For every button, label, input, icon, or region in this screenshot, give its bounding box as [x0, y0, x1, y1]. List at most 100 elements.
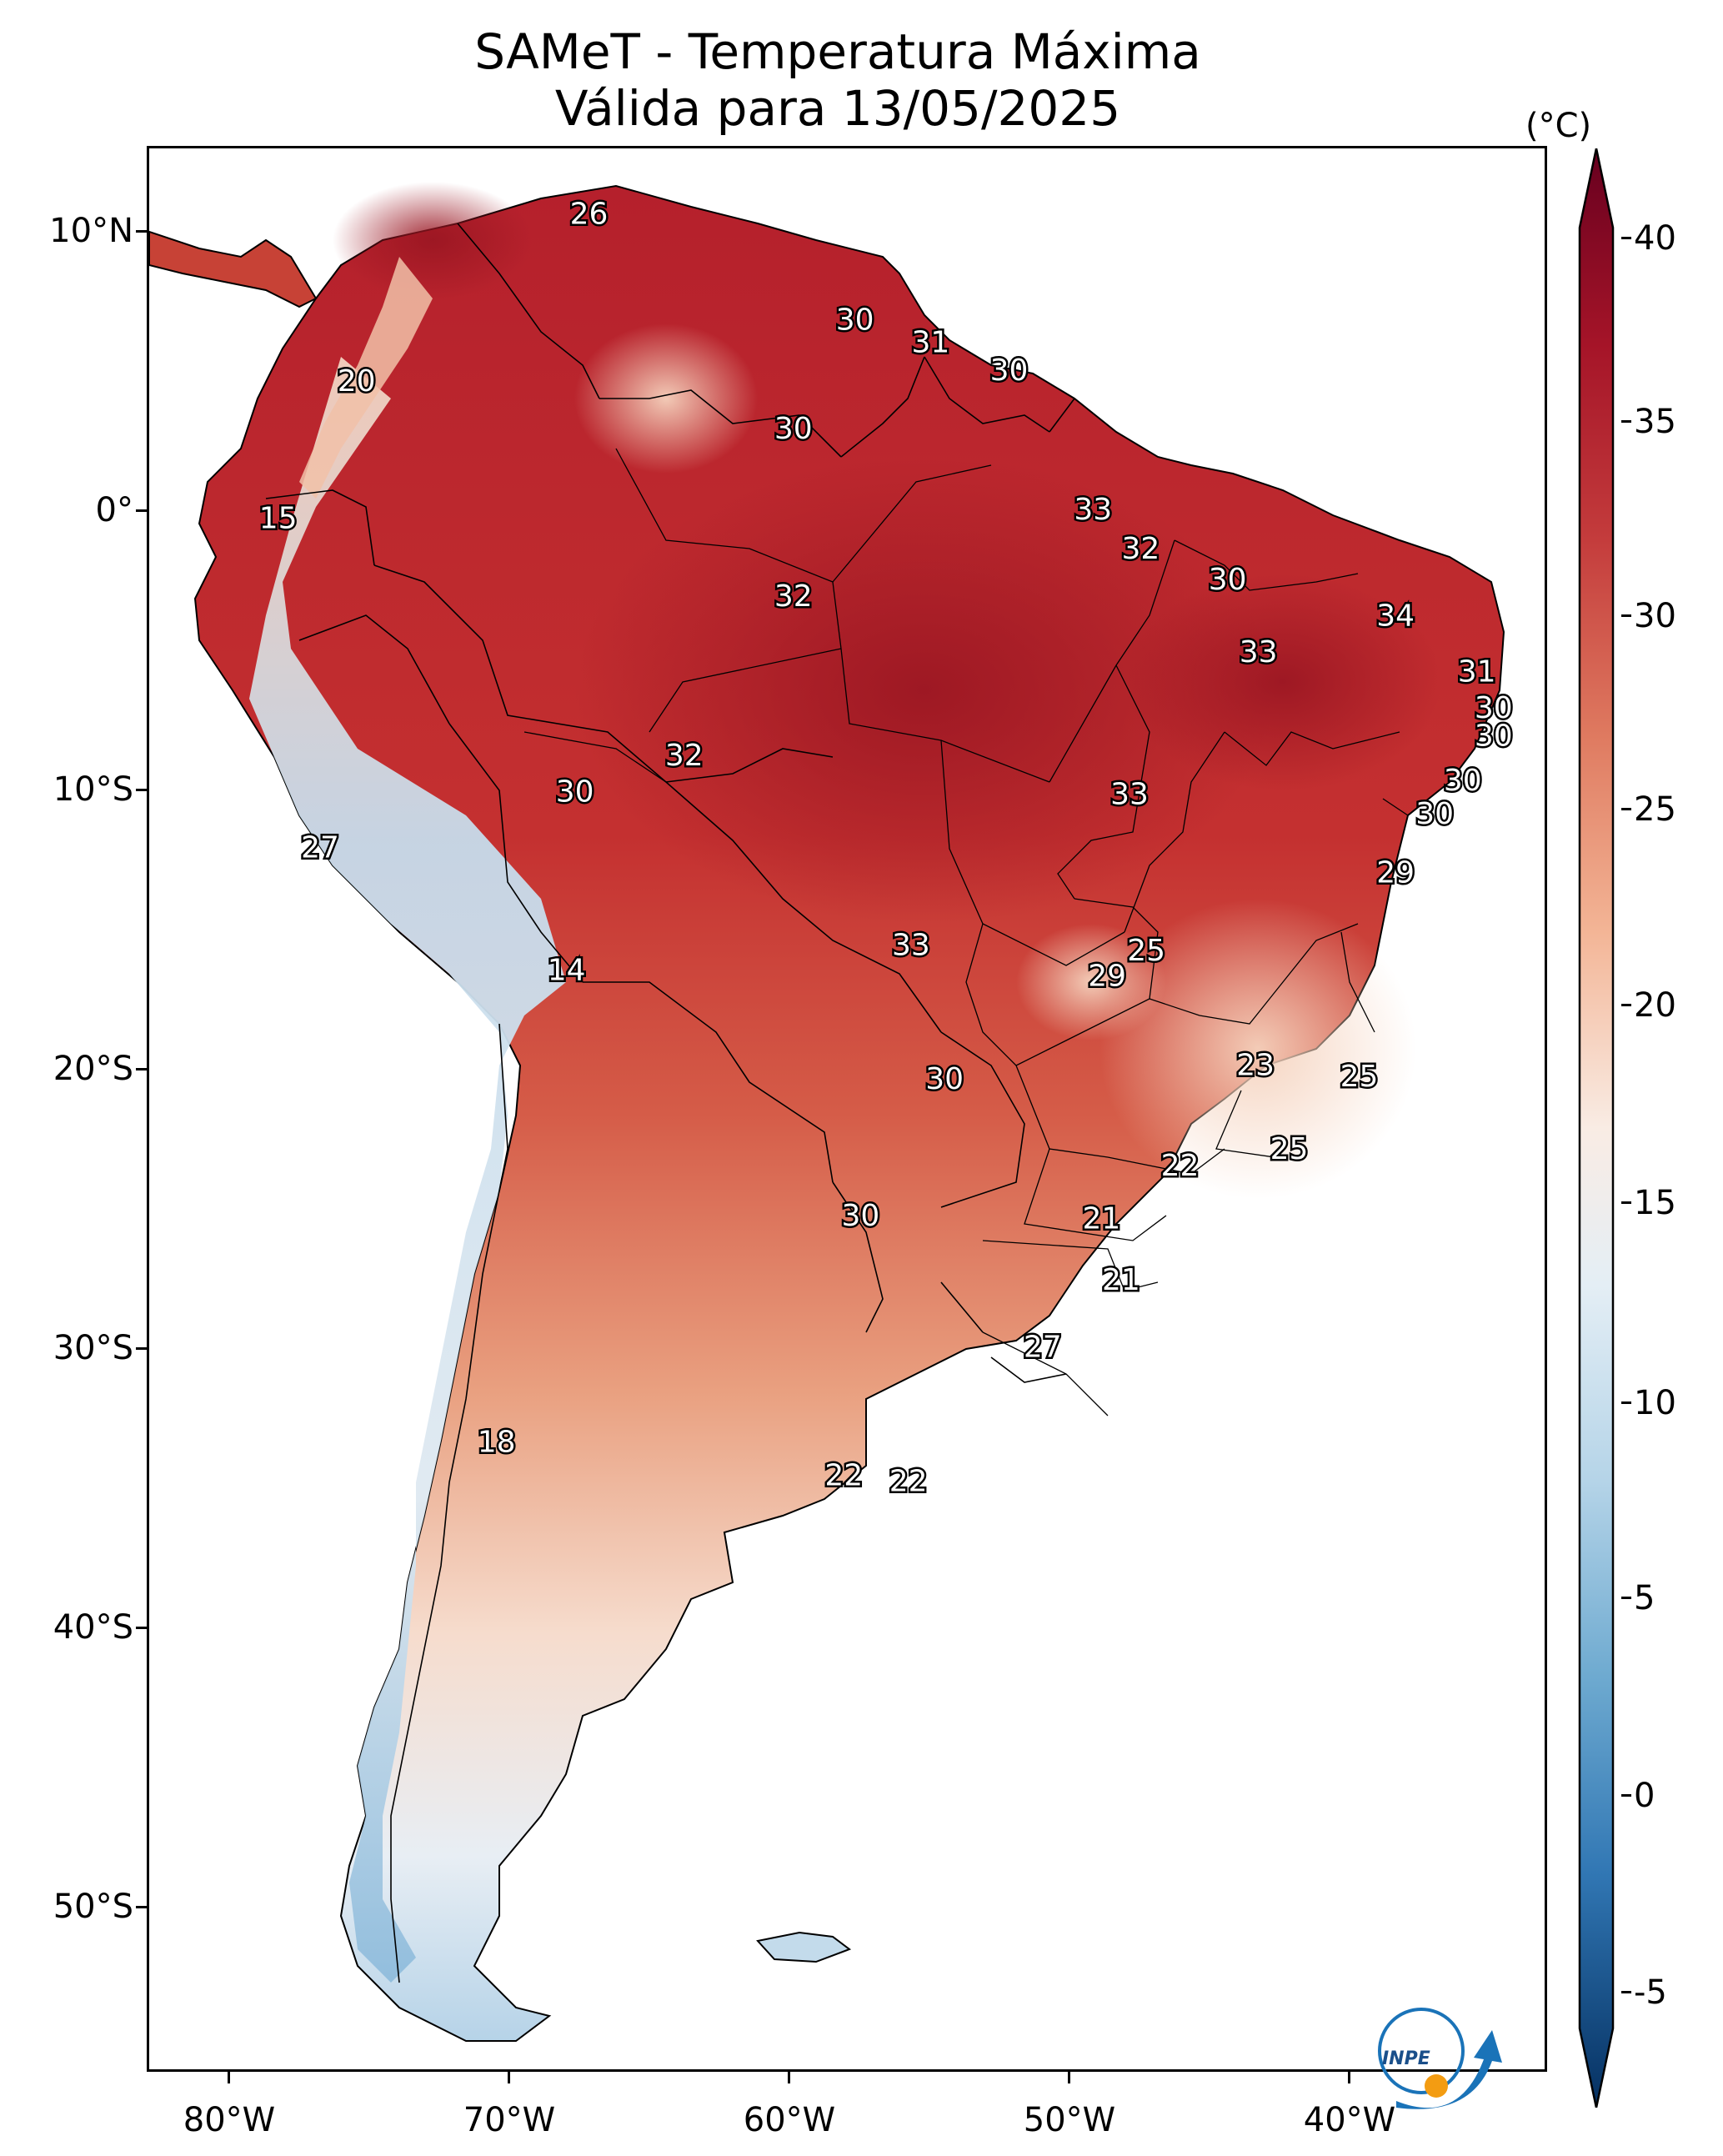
inpe-logo-text: INPE	[1382, 2048, 1430, 2069]
station-temperature-label: 30	[925, 1062, 964, 1096]
station-temperature-label: 30	[836, 303, 874, 338]
station-temperature-label: 33	[1074, 493, 1112, 527]
x-tick-label: 50°W	[1023, 2101, 1116, 2139]
hot-region-amazon	[574, 457, 1275, 924]
y-tick-mark	[136, 789, 148, 791]
y-tick-label: 10°S	[53, 770, 133, 809]
station-temperature-label: 27	[301, 830, 339, 865]
colorbar-tick-mark	[1621, 1794, 1631, 1797]
colorbar-body	[1578, 148, 1615, 2108]
x-tick-mark	[508, 2072, 510, 2083]
x-tick-label: 40°W	[1303, 2101, 1396, 2139]
station-temperature-label: 33	[892, 929, 930, 963]
colorbar-tick-label: 0	[1634, 1777, 1655, 1815]
mild-region-guiana	[574, 323, 758, 474]
colorbar-tick-label: 40	[1634, 219, 1676, 258]
andes-cold-region	[249, 357, 566, 1983]
y-tick-label: 50°S	[53, 1888, 133, 1926]
mild-region-southeast	[1099, 899, 1416, 1199]
colorbar-tick-label: 20	[1634, 986, 1676, 1025]
colorbar-tick-mark	[1621, 237, 1631, 239]
station-temperature-label: 15	[259, 501, 298, 535]
colorbar-tick-mark	[1621, 1004, 1631, 1006]
colorbar-unit-label: (°C)	[1525, 107, 1592, 145]
station-temperature-label: 30	[1444, 764, 1482, 798]
station-temperature-label: 22	[824, 1459, 863, 1493]
colorbar-tick-label: 5	[1634, 1579, 1655, 1617]
station-temperature-label: 29	[1088, 959, 1126, 993]
colorbar-tick-mark	[1621, 1991, 1631, 1993]
colorbar-tick-mark	[1621, 808, 1631, 810]
station-temperature-label: 30	[841, 1199, 879, 1233]
hot-region-caribbean	[333, 182, 533, 298]
station-temperature-label: 27	[1024, 1331, 1062, 1365]
station-temperature-label: 29	[1376, 855, 1415, 890]
y-tick-label: 10°N	[49, 212, 133, 250]
y-tick-label: 30°S	[53, 1329, 133, 1367]
map-plot-area: 26 30 31 30 20 30 15 33 32 30 32 34 33 31 30 30 32 33 30 30…	[147, 146, 1547, 2072]
station-temperature-label: 26	[570, 197, 609, 231]
y-tick-mark	[136, 509, 148, 512]
x-tick-label: 70°W	[463, 2101, 556, 2139]
central-america-landmass	[149, 230, 318, 308]
x-tick-label: 80°W	[183, 2101, 276, 2139]
hot-region-northeast	[1124, 574, 1441, 790]
y-tick-mark	[136, 1906, 148, 1908]
colorbar-tick-mark	[1621, 420, 1631, 423]
colorbar-tick-mark	[1621, 1201, 1631, 1204]
map-subtitle: Válida para 13/05/2025	[554, 80, 1121, 137]
station-temperature-label: 30	[1475, 691, 1513, 725]
station-temperature-label: 30	[990, 353, 1029, 388]
station-temperature-label: 25	[1340, 1060, 1379, 1094]
colorbar-tick-mark	[1621, 614, 1631, 617]
inpe-logo-icon: INPE	[1378, 2008, 1502, 2109]
station-temperature-label: 31	[911, 325, 949, 359]
x-tick-mark	[1348, 2072, 1350, 2083]
station-temperature-label: 22	[889, 1464, 928, 1498]
station-temperature-label: 20	[338, 364, 376, 399]
station-temperature-label: 30	[1415, 797, 1454, 831]
station-temperature-label: 14	[548, 954, 586, 988]
falkland-islands	[756, 1931, 852, 1963]
station-temperature-label: 31	[1458, 654, 1496, 689]
station-temperature-label: 33	[1240, 635, 1278, 669]
mild-region-highlands	[1016, 924, 1166, 1040]
colombia-cordillera	[299, 257, 433, 499]
y-tick-mark	[136, 1347, 148, 1350]
station-temperature-label: 32	[774, 579, 813, 614]
station-temperature-label: 30	[774, 412, 813, 446]
station-temperature-label: 30	[1475, 719, 1513, 753]
y-tick-mark	[136, 230, 148, 233]
colorbar-tick-mark	[1621, 1597, 1631, 1599]
colorbar-tick-label: 35	[1634, 403, 1676, 441]
station-temperature-label: 18	[478, 1425, 516, 1459]
station-temperature-label: 22	[1161, 1149, 1200, 1183]
colorbar-tick-mark	[1621, 1401, 1631, 1404]
y-tick-label: 0°	[95, 491, 133, 529]
colorbar-tick-label: 15	[1634, 1184, 1676, 1222]
station-temperature-label: 25	[1270, 1132, 1309, 1166]
station-temperature-label: 21	[1082, 1202, 1120, 1236]
x-tick-mark	[788, 2072, 790, 2083]
colorbar-tick-label: 30	[1634, 597, 1676, 635]
country-borders	[265, 223, 1075, 1983]
y-tick-mark	[136, 1627, 148, 1629]
station-temperature-label: 23	[1236, 1048, 1275, 1082]
y-tick-mark	[136, 1068, 148, 1070]
station-temperature-label: 21	[1102, 1263, 1140, 1297]
station-temperature-label: 33	[1110, 778, 1149, 812]
colorbar	[1578, 148, 1615, 2108]
station-temperature-label: 30	[556, 775, 594, 809]
station-temperature-label: 30	[1209, 563, 1247, 597]
colorbar-tick-label: 25	[1634, 790, 1676, 829]
station-temperature-label: 32	[665, 739, 704, 773]
y-tick-label: 40°S	[53, 1608, 133, 1647]
x-tick-label: 60°W	[743, 2101, 836, 2139]
colorbar-tick-label: 10	[1634, 1384, 1676, 1422]
colorbar-tick-label: -5	[1634, 1973, 1667, 2012]
station-temperature-label: 32	[1121, 532, 1160, 566]
map-title: SAMeT - Temperatura Máxima	[474, 23, 1201, 80]
station-temperature-label: 25	[1127, 934, 1165, 968]
